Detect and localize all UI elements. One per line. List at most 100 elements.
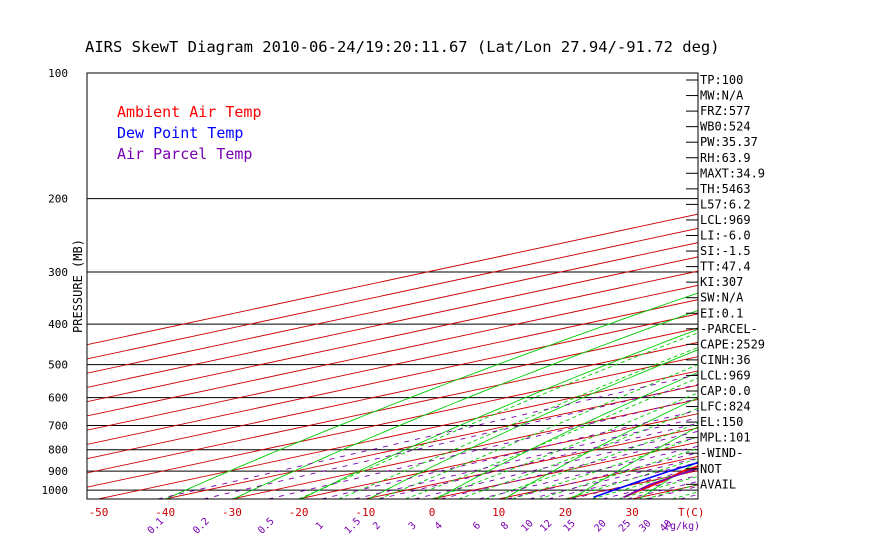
mixing-ratio-label-5: 2 (371, 520, 383, 532)
dry-adiabat-line-7 (638, 461, 698, 499)
bottom-temp-label-7: 20 (559, 506, 572, 519)
bottom-temp-label-2: -30 (222, 506, 242, 519)
index-label-21: LFC:824 (700, 400, 751, 414)
index-label-8: L57:6.2 (700, 197, 751, 211)
pressure-tick-label-9: 1000 (42, 484, 69, 497)
index-label-26: AVAIL (700, 477, 736, 491)
isotherm-line-11 (98, 370, 698, 499)
index-label-17: CAPE:2529 (700, 337, 765, 351)
isotherm-line-5 (87, 284, 698, 417)
pressure-tick-label-7: 800 (48, 444, 68, 457)
mixing-ratio-line-0 (157, 374, 698, 499)
index-label-20: CAP:0.0 (700, 384, 751, 398)
moist-adiabat-line-6 (485, 422, 698, 499)
dry-adiabat-line-1 (233, 309, 698, 499)
legend-label-2: Air Parcel Temp (117, 145, 252, 163)
moist-adiabat-line-8 (538, 447, 698, 499)
pressure-tick-label-4: 500 (48, 359, 68, 372)
legend: Ambient Air Temp Dew Point Temp Air Parcel… (117, 103, 262, 163)
mixing-unit-label: (g/kg) (664, 521, 700, 532)
moist-adiabat-line-4 (431, 392, 698, 499)
index-label-7: TH:5463 (700, 182, 751, 196)
isotherm-line-9 (87, 341, 698, 474)
pressure-tick-label-3: 400 (48, 318, 68, 331)
isotherm-line-16 (431, 441, 698, 499)
bottom-temp-label-4: -10 (355, 506, 375, 519)
index-label-23: MPL:101 (700, 431, 751, 445)
index-label-6: MAXT:34.9 (700, 166, 765, 180)
mixing-ratio-label-0: 0.1 (146, 516, 167, 537)
dry-adiabat-line-0 (165, 292, 698, 499)
profile-line-1 (593, 461, 698, 499)
dry-adiabat-line-2 (300, 328, 698, 499)
index-label-22: EL:150 (700, 415, 743, 429)
index-label-16: -PARCEL- (700, 322, 758, 336)
pressure-tick-label-0: 100 (48, 67, 68, 80)
index-label-0: TP:100 (700, 73, 743, 87)
index-label-1: MW:N/A (700, 89, 744, 103)
bottom-temp-label-3: -20 (289, 506, 309, 519)
mixing-ratio-label-15: 30 (637, 518, 653, 534)
index-label-9: LCL:969 (700, 213, 751, 227)
bottom-temp-label-5: 0 (429, 506, 436, 519)
mixing-ratio-label-12: 15 (562, 518, 578, 534)
index-label-10: LI:-6.0 (700, 229, 751, 243)
index-label-25: NOT (700, 462, 722, 476)
index-label-12: TT:47.4 (700, 260, 751, 274)
plot-frame (86, 72, 699, 500)
moist-adiabat-line-2 (378, 364, 698, 499)
isotherm-line-21 (766, 73, 870, 499)
legend-label-1: Dew Point Temp (117, 124, 243, 142)
dry-adiabat-line-4 (436, 371, 698, 499)
mixing-ratio-line-5 (378, 422, 698, 499)
isotherm-line-0 (87, 213, 698, 346)
index-label-4: PW:35.37 (700, 135, 758, 149)
y-axis-label: PRESSURE (MB) (71, 239, 85, 333)
dry-adiabat-line-5 (503, 397, 698, 499)
index-label-2: FRZ:577 (700, 104, 751, 118)
index-label-13: KI:307 (700, 275, 743, 289)
mixing-ratio-label-13: 20 (592, 518, 608, 534)
mixing-ratio-label-7: 4 (433, 520, 445, 532)
index-label-24: -WIND- (700, 446, 743, 460)
mixing-ratio-label-11: 12 (538, 518, 554, 534)
moist-adiabat-line-0 (298, 332, 698, 499)
chart-title: AIRS SkewT Diagram 2010-06-24/19:20:11.6… (85, 38, 720, 56)
isotherm-line-8 (87, 327, 698, 460)
moist-adiabat-line-1 (338, 347, 698, 499)
profile-line-0 (623, 465, 698, 499)
bottom-temp-label-0: -50 (89, 506, 109, 519)
isotherm-line-7 (87, 313, 698, 445)
index-label-15: EI:0.1 (700, 306, 743, 320)
index-label-19: LCL:969 (700, 368, 751, 382)
mixing-ratio-label-8: 6 (471, 520, 483, 532)
pressure-tick-label-6: 700 (48, 420, 68, 433)
pressure-tick-label-8: 900 (48, 465, 68, 478)
index-label-11: SI:-1.5 (700, 244, 751, 258)
moist-adiabat-line-7 (511, 436, 698, 499)
dry-adiabat-line-3 (368, 349, 698, 499)
mixing-ratio-line-6 (414, 430, 698, 499)
index-label-3: WB0:524 (700, 120, 751, 134)
pressure-tick-label-5: 600 (48, 392, 68, 405)
isotherm-line-1 (87, 227, 698, 360)
isotherm-line-17 (498, 455, 698, 499)
pressure-tick-label-1: 200 (48, 193, 68, 206)
isotherm-line-14 (298, 413, 698, 499)
isotherm-line-13 (231, 398, 698, 499)
index-label-5: RH:63.9 (700, 151, 751, 165)
isotherm-line-15 (365, 427, 698, 499)
bottom-temp-label-1: -40 (155, 506, 175, 519)
bottom-temp-label-8: 30 (625, 506, 638, 519)
legend-label-0: Ambient Air Temp (117, 103, 262, 121)
temp-unit-label: T(C) (678, 506, 705, 519)
mixing-ratio-label-10: 10 (519, 518, 535, 534)
index-label-14: SW:N/A (700, 291, 744, 305)
bottom-temp-label-6: 10 (492, 506, 505, 519)
isotherm-line-6 (87, 299, 698, 431)
pressure-tick-label-2: 300 (48, 266, 68, 279)
isotherm-line-10 (87, 356, 698, 488)
mixing-ratio-label-1: 0.2 (191, 516, 212, 537)
